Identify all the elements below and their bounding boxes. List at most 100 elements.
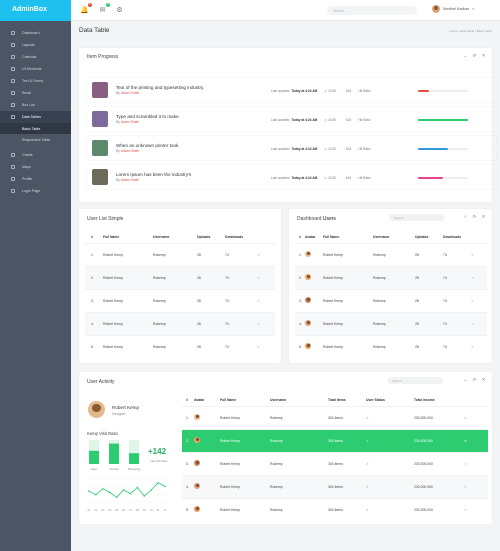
- sidebar-item-login-page[interactable]: Login Page: [0, 185, 71, 197]
- author-name[interactable]: Adam Smith: [120, 120, 140, 124]
- progress-item[interactable]: Lorem Ipsum has been the industry's By Ad…: [87, 165, 497, 189]
- sidebar-item-ui-elements[interactable]: UI Elements: [0, 63, 71, 75]
- table-cell: Robert Kemp: [323, 242, 373, 266]
- delete-icon[interactable]: ✕: [464, 428, 488, 452]
- refresh-icon[interactable]: ⟳: [472, 53, 477, 58]
- delete-icon[interactable]: ✕: [471, 288, 487, 312]
- table-row[interactable]: 2. Robert Kemp Rokemp 28 74 ✕: [295, 265, 487, 289]
- progress-item[interactable]: Text of the printing and typesetting ind…: [87, 78, 497, 102]
- collapse-icon[interactable]: ⌄: [463, 53, 468, 58]
- table-cell: Robert Kemp: [323, 288, 373, 312]
- table-row[interactable]: 5. Robert Kemp Rokemp 304 Items ✓ 230,000,000…: [182, 497, 488, 521]
- table-row[interactable]: 4. Robert Kemp Rokemp 28 74 ✕: [295, 311, 487, 335]
- sidebar-subitem-basic-table[interactable]: Basic Table: [0, 123, 71, 134]
- col-header: Downloads: [225, 234, 244, 239]
- delete-icon[interactable]: ✕: [464, 497, 488, 521]
- table-cell: Robert Kemp: [323, 311, 373, 335]
- author-name[interactable]: Adam Smith: [120, 178, 140, 182]
- delete-icon[interactable]: ✕: [257, 334, 275, 358]
- table-cell: 230,000,000: [414, 428, 464, 452]
- table-row[interactable]: 1. Robert Kemp Rokemp 28 74 ✕: [295, 242, 487, 266]
- delete-icon[interactable]: ✕: [464, 405, 488, 429]
- line-point: [88, 490, 90, 492]
- table-row[interactable]: 4. Robert Kemp Rokemp 28 74 ✕: [85, 311, 275, 335]
- avatar-cell: [305, 265, 323, 289]
- mail-icon[interactable]: ✉ 3: [99, 3, 110, 14]
- line-point: [108, 491, 111, 494]
- card-title: Dashboard Users: [297, 216, 336, 222]
- delete-icon[interactable]: ✕: [471, 334, 487, 358]
- close-icon[interactable]: ✕: [481, 377, 486, 382]
- item-author: By Adam Smith: [116, 120, 139, 124]
- search-input[interactable]: Search: [387, 377, 443, 384]
- delete-icon[interactable]: ✕: [464, 451, 488, 475]
- table-row[interactable]: 3. Robert Kemp Rokemp 28 74 ✕: [85, 288, 275, 312]
- table-cell: Robert Kemp: [220, 451, 270, 475]
- search-input[interactable]: Search: [389, 214, 445, 221]
- list-icon: [11, 103, 15, 107]
- delete-icon[interactable]: ✕: [257, 288, 275, 312]
- avatar: [194, 460, 200, 466]
- item-meta: Last updated Today at 4:24 AM ◷ 10:30 ◌ 624 Hi…: [271, 176, 371, 180]
- delete-icon[interactable]: ✕: [257, 265, 275, 289]
- card-controls: ⌕ ⟳ ✕: [463, 214, 486, 219]
- author-name[interactable]: Adam Smith: [120, 149, 140, 153]
- sidebar-item-text-forms[interactable]: Text & Forms: [0, 75, 71, 87]
- user-menu[interactable]: Wedhell Kadhan ▾: [432, 5, 474, 13]
- sidebar-item-profile[interactable]: Profile: [0, 173, 71, 185]
- table-cell: Rokemp: [373, 265, 415, 289]
- delete-icon[interactable]: ✕: [471, 311, 487, 335]
- sidebar-item-dashboard[interactable]: Dashboard: [0, 27, 71, 39]
- delete-icon[interactable]: ✕: [464, 474, 488, 498]
- delete-icon[interactable]: ✕: [471, 242, 487, 266]
- delete-icon[interactable]: ✕: [257, 311, 275, 335]
- search-input[interactable]: Search...: [327, 6, 417, 15]
- table-row[interactable]: 1. Robert Kemp Rokemp 304 Items ✓ 230,000,000…: [182, 405, 488, 429]
- table-cell: 74: [225, 288, 257, 312]
- progress-fill: [418, 119, 468, 121]
- table-cell: Rokemp: [270, 428, 328, 452]
- item-title: Lorem Ipsum has been the industry's: [116, 172, 192, 177]
- table-row[interactable]: 3. Robert Kemp Rokemp 28 74 ✕: [295, 288, 487, 312]
- sidebar-item-charts[interactable]: Charts: [0, 149, 71, 161]
- table-cell: 28: [415, 311, 443, 335]
- table-row[interactable]: 3. Robert Kemp Rokemp 304 Items ✓ 230,000,000…: [182, 451, 488, 475]
- table-row[interactable]: 2. Robert Kemp Rokemp 28 74 ✕: [85, 265, 275, 289]
- collapse-icon[interactable]: ⌄: [463, 377, 468, 382]
- sidebar-item-data-tables[interactable]: Data Tables: [0, 111, 71, 123]
- table-row[interactable]: 5. Robert Kemp Rokemp 28 74 ✕: [295, 334, 487, 358]
- progress-item[interactable]: Type and scrambled it to make. By Adam Sm…: [87, 107, 497, 131]
- table-row[interactable]: 2. Robert Kemp Rokemp 304 Items ✓ 230,000,000…: [182, 428, 488, 452]
- avatar: [305, 297, 311, 303]
- page-title: Data Table: [79, 27, 110, 34]
- brand-logo[interactable]: AdminBox: [0, 0, 71, 21]
- sidebar-subitem-responsive-table[interactable]: Responsive Table: [22, 137, 51, 142]
- refresh-icon[interactable]: ⟳: [472, 214, 477, 219]
- comment-icon: ◌: [343, 89, 345, 93]
- clock-icon: ◷: [324, 89, 328, 93]
- progress-item[interactable]: When an unknown printer took. By Adam Smi…: [87, 136, 497, 160]
- delete-icon[interactable]: ✕: [471, 265, 487, 289]
- bell-icon[interactable]: 🔔 5: [80, 3, 92, 14]
- table-row[interactable]: 1. Robert Kemp Rokemp 28 74 ✕: [85, 242, 275, 266]
- sidebar-item-calendar[interactable]: Calendar: [0, 51, 71, 63]
- table-row[interactable]: 4. Robert Kemp Rokemp 304 Items ✓ 230,000,000…: [182, 474, 488, 498]
- close-icon[interactable]: ✕: [481, 214, 486, 219]
- user-list-table: # Full Name Username Uploads Downloads 1…: [85, 231, 275, 358]
- table-cell: 28: [197, 265, 225, 289]
- sidebar-item-box-list[interactable]: Box List: [0, 99, 71, 111]
- activity-table: # Avatar Full Name Username Total Items …: [182, 394, 488, 521]
- sidebar-item-email[interactable]: Email: [0, 87, 71, 99]
- table-cell: 3.: [85, 288, 103, 312]
- page-header: Data Table Home / Data Table / Basic Tab…: [71, 21, 500, 43]
- table-cell: 28: [415, 334, 443, 358]
- sidebar-item-maps[interactable]: Maps: [0, 161, 71, 173]
- settings-icon[interactable]: ⚙: [116, 7, 123, 14]
- search-icon[interactable]: ⌕: [464, 214, 467, 219]
- refresh-icon[interactable]: ⟳: [472, 377, 477, 382]
- table-row[interactable]: 5. Robert Kemp Rokemp 28 74 ✕: [85, 334, 275, 358]
- sidebar-item-layouts[interactable]: Layouts: [0, 39, 71, 51]
- close-icon[interactable]: ✕: [481, 53, 486, 58]
- author-name[interactable]: Adam Smith: [120, 91, 140, 95]
- delete-icon[interactable]: ✕: [257, 242, 275, 266]
